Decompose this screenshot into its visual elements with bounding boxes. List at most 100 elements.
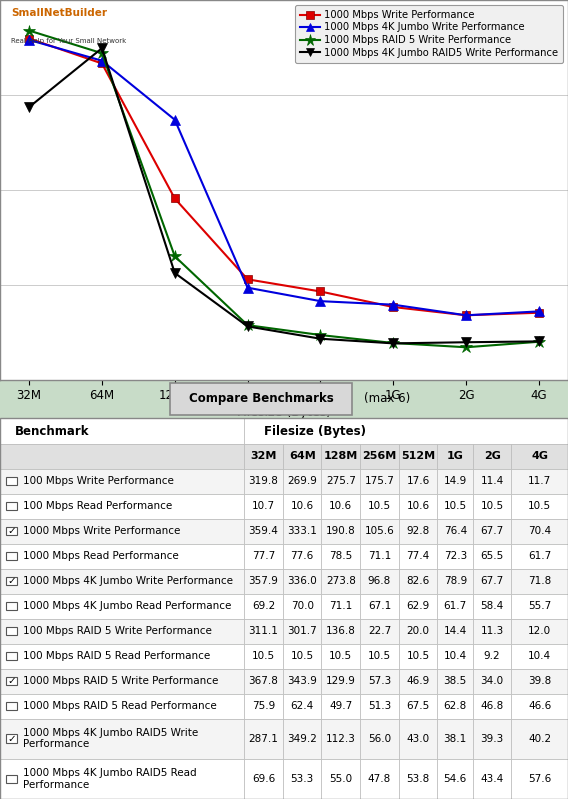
Bar: [0, 444, 244, 469]
Bar: [437, 519, 473, 543]
Text: 53.8: 53.8: [407, 774, 429, 784]
Bar: [0, 494, 244, 519]
Bar: [321, 669, 360, 694]
Bar: [6, 527, 17, 535]
Text: 11.4: 11.4: [481, 476, 504, 486]
1000 Mbps RAID 5 Write Performance: [172, 252, 178, 261]
1000 Mbps 4K Jumbo Write Performance: [536, 307, 542, 316]
FancyBboxPatch shape: [170, 383, 352, 415]
Text: 55.7: 55.7: [528, 601, 551, 611]
Bar: [283, 718, 321, 759]
Text: 62.9: 62.9: [407, 601, 429, 611]
Bar: [321, 718, 360, 759]
1000 Mbps RAID 5 Write Performance: [98, 49, 105, 58]
Bar: [0, 643, 244, 669]
Bar: [511, 543, 568, 569]
Bar: [6, 652, 17, 660]
Text: ✓: ✓: [7, 576, 16, 586]
Bar: [244, 444, 283, 469]
Text: 69.2: 69.2: [252, 601, 275, 611]
Text: 62.8: 62.8: [444, 701, 467, 711]
Text: 96.8: 96.8: [368, 576, 391, 586]
1000 Mbps Write Performance: [390, 302, 396, 312]
1000 Mbps RAID 5 Write Performance: [26, 26, 32, 35]
Bar: [244, 594, 283, 618]
Text: 1000 Mbps 4K Jumbo Write Performance: 1000 Mbps 4K Jumbo Write Performance: [23, 576, 233, 586]
Line: 1000 Mbps RAID 5 Write Performance: 1000 Mbps RAID 5 Write Performance: [23, 24, 545, 353]
Text: 256M: 256M: [362, 451, 396, 461]
Text: 1000 Mbps RAID 5 Read Performance: 1000 Mbps RAID 5 Read Performance: [23, 701, 216, 711]
Bar: [437, 718, 473, 759]
Text: 336.0: 336.0: [287, 576, 317, 586]
Text: 10.5: 10.5: [329, 651, 352, 661]
Text: 61.7: 61.7: [528, 551, 551, 561]
Bar: [399, 569, 437, 594]
Text: 136.8: 136.8: [326, 626, 356, 636]
Bar: [244, 569, 283, 594]
Text: 82.6: 82.6: [407, 576, 429, 586]
Bar: [6, 702, 17, 710]
Bar: [244, 759, 283, 799]
Bar: [244, 718, 283, 759]
1000 Mbps RAID 5 Write Performance: [317, 330, 324, 340]
Text: 287.1: 287.1: [249, 733, 278, 744]
Bar: [321, 594, 360, 618]
Bar: [473, 519, 511, 543]
Text: ✓: ✓: [7, 676, 16, 686]
Bar: [360, 594, 399, 618]
Bar: [244, 519, 283, 543]
Text: 54.6: 54.6: [444, 774, 467, 784]
Text: 190.8: 190.8: [326, 527, 356, 536]
Bar: [511, 694, 568, 718]
Text: 100 Mbps RAID 5 Write Performance: 100 Mbps RAID 5 Write Performance: [23, 626, 212, 636]
Bar: [244, 543, 283, 569]
Bar: [0, 543, 244, 569]
Bar: [360, 718, 399, 759]
Text: 92.8: 92.8: [407, 527, 429, 536]
Text: 75.9: 75.9: [252, 701, 275, 711]
Bar: [283, 569, 321, 594]
1000 Mbps 4K Jumbo Write Performance: [98, 56, 105, 66]
Text: 9.2: 9.2: [484, 651, 500, 661]
Bar: [321, 643, 360, 669]
Text: 69.6: 69.6: [252, 774, 275, 784]
Text: 175.7: 175.7: [365, 476, 394, 486]
X-axis label: Filesize (Bytes): Filesize (Bytes): [237, 407, 331, 419]
Bar: [511, 444, 568, 469]
Text: 10.5: 10.5: [481, 501, 504, 511]
Bar: [6, 734, 17, 743]
Bar: [6, 602, 17, 610]
Text: 10.5: 10.5: [368, 651, 391, 661]
Text: 32M: 32M: [250, 451, 277, 461]
Text: 10.5: 10.5: [291, 651, 314, 661]
Text: 71.1: 71.1: [329, 601, 352, 611]
Text: 269.9: 269.9: [287, 476, 317, 486]
Bar: [511, 718, 568, 759]
1000 Mbps 4K Jumbo Write Performance: [244, 283, 251, 292]
Text: 10.4: 10.4: [444, 651, 467, 661]
Bar: [437, 444, 473, 469]
Bar: [321, 444, 360, 469]
Bar: [283, 694, 321, 718]
Bar: [321, 569, 360, 594]
1000 Mbps Write Performance: [463, 311, 470, 320]
Text: 11.7: 11.7: [528, 476, 551, 486]
Text: 20.0: 20.0: [407, 626, 429, 636]
Text: 301.7: 301.7: [287, 626, 317, 636]
Text: SmallNetBuilder: SmallNetBuilder: [11, 7, 107, 18]
Text: 333.1: 333.1: [287, 527, 317, 536]
Text: 11.3: 11.3: [481, 626, 504, 636]
Text: 62.4: 62.4: [291, 701, 314, 711]
Bar: [473, 594, 511, 618]
Text: 78.9: 78.9: [444, 576, 467, 586]
Text: 10.6: 10.6: [329, 501, 352, 511]
Bar: [360, 469, 399, 494]
1000 Mbps 4K Jumbo RAID5 Write Performance: [244, 321, 251, 331]
Legend: 1000 Mbps Write Performance, 1000 Mbps 4K Jumbo Write Performance, 1000 Mbps RAI: 1000 Mbps Write Performance, 1000 Mbps 4…: [295, 5, 563, 62]
Bar: [0, 418, 244, 444]
Text: 1000 Mbps Read Performance: 1000 Mbps Read Performance: [23, 551, 178, 561]
Bar: [283, 519, 321, 543]
1000 Mbps 4K Jumbo Write Performance: [390, 300, 396, 309]
1000 Mbps 4K Jumbo RAID5 Write Performance: [317, 334, 324, 344]
Bar: [511, 669, 568, 694]
